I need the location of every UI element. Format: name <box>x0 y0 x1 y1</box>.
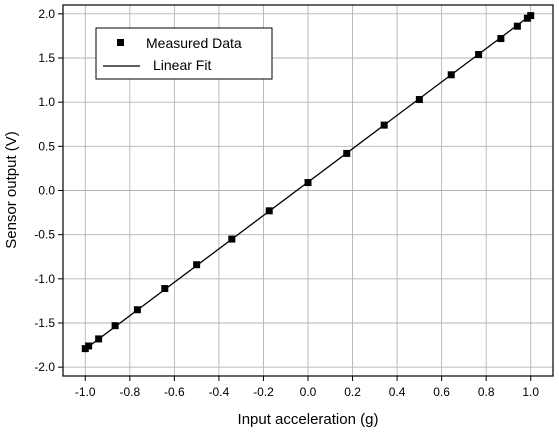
x-tick-label-m1: -1.0 <box>75 385 96 399</box>
ticks <box>58 13 532 381</box>
legend-marker-measured <box>117 39 124 46</box>
data-point-9 <box>304 179 312 187</box>
data-point-2 <box>95 335 103 343</box>
data-point-14 <box>475 50 483 58</box>
x-tick-label-1: 1.0 <box>522 385 539 399</box>
x-tick-label-0p6: 0.6 <box>433 385 450 399</box>
tick-labels: -1.0 -0.8 -0.6 -0.4 -0.2 0.0 0.2 0.4 0.6 0.8 1.0 -2… <box>34 7 539 399</box>
data-point-11 <box>380 121 388 129</box>
legend-label-measured: Measured Data <box>146 35 242 51</box>
data-point-13 <box>447 71 455 79</box>
data-point-1 <box>85 342 93 350</box>
y-tick-label-m2: -2.0 <box>34 360 55 374</box>
marker-layer <box>81 12 535 353</box>
legend-box <box>95 27 273 80</box>
data-point-6 <box>193 261 201 269</box>
y-tick-label-1p5: 1.5 <box>38 51 55 65</box>
y-tick-label-m0p5: -0.5 <box>34 228 55 242</box>
data-point-4 <box>133 306 141 314</box>
y-tick-label-0: 0.0 <box>38 184 55 198</box>
data-point-16 <box>513 22 521 30</box>
data-point-5 <box>161 285 169 293</box>
y-tick-label-m1p5: -1.5 <box>34 316 55 330</box>
legend: Measured Data Linear Fit <box>95 27 273 80</box>
legend-label-fit: Linear Fit <box>153 57 211 73</box>
data-point-10 <box>343 149 351 157</box>
x-tick-label-m0p4: -0.4 <box>209 385 230 399</box>
data-point-18 <box>527 12 535 20</box>
data-point-12 <box>415 96 423 104</box>
y-tick-label-m1: -1.0 <box>34 272 55 286</box>
data-point-8 <box>265 207 273 215</box>
y-tick-label-0p5: 0.5 <box>38 139 55 153</box>
x-tick-label-0p2: 0.2 <box>344 385 361 399</box>
data-point-3 <box>111 322 119 330</box>
y-tick-label-1: 1.0 <box>38 95 55 109</box>
y-tick-label-2: 2.0 <box>38 7 55 21</box>
data-point-15 <box>497 35 505 43</box>
x-tick-label-m0p2: -0.2 <box>253 385 274 399</box>
x-axis-label: Input acceleration (g) <box>238 411 379 428</box>
y-axis-label: Sensor output (V) <box>3 131 20 249</box>
x-tick-label-0: 0.0 <box>300 385 317 399</box>
data-point-7 <box>228 235 236 243</box>
x-tick-label-0p4: 0.4 <box>389 385 406 399</box>
grid <box>63 5 553 376</box>
x-tick-label-0p8: 0.8 <box>478 385 495 399</box>
x-tick-label-m0p6: -0.6 <box>164 385 185 399</box>
x-tick-label-m0p8: -0.8 <box>119 385 140 399</box>
